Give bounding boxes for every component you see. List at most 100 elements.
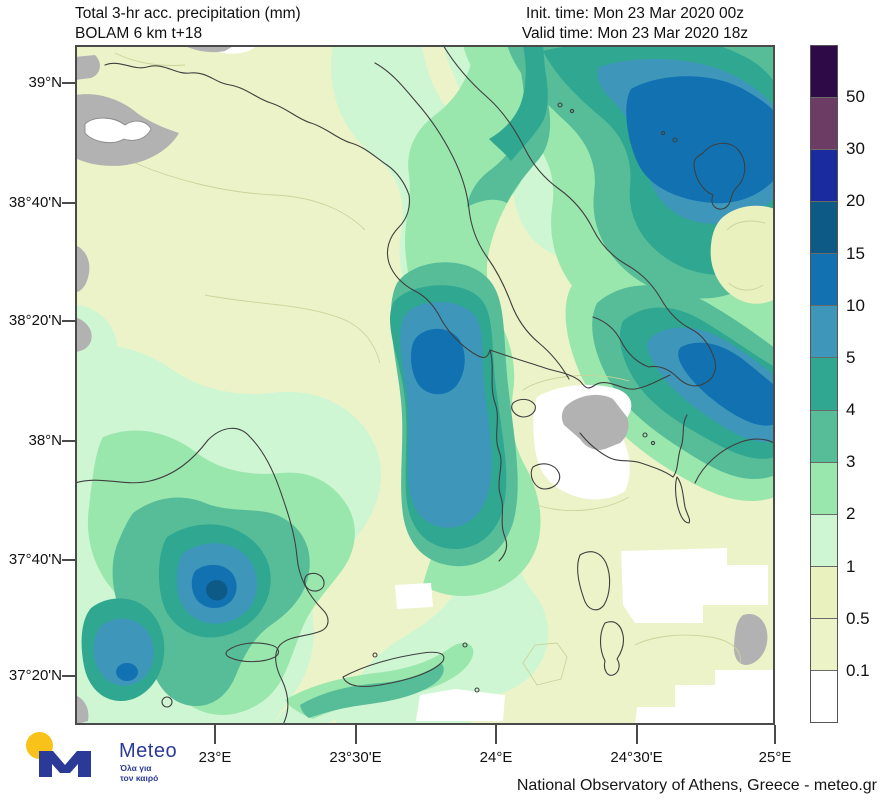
islet — [642, 432, 648, 438]
lon-tick-mark — [354, 725, 357, 744]
contour-region-4-5 — [489, 45, 548, 161]
lon-tick-label: 24°E — [479, 749, 513, 766]
colorbar-cell — [811, 97, 837, 150]
lat-tick-mark — [62, 202, 75, 204]
lat-tick-label: 38°40'N — [8, 194, 62, 211]
init-time-label: Init. time: Mon 23 Mar 2020 00z — [526, 5, 744, 22]
colorbar-tick-label: 15 — [846, 243, 865, 263]
nodata-island-syros — [733, 613, 768, 665]
colorbar-cell — [811, 149, 837, 202]
colorbar-cell — [811, 46, 837, 98]
contour-region-15-20 — [206, 579, 228, 601]
lat-tick-label: 37°20'N — [8, 667, 62, 684]
valid-time-label: Valid time: Mon 23 Mar 2020 18z — [521, 25, 749, 42]
colorbar-cell — [811, 513, 837, 566]
faint-contour — [204, 294, 381, 364]
islet — [462, 642, 468, 648]
island-kythnos — [599, 621, 625, 676]
coastline-evia-east — [442, 44, 717, 387]
lat-tick-label: 38°20'N — [8, 312, 62, 329]
contour-region-10-15 — [626, 76, 775, 204]
islet — [161, 696, 173, 708]
lon-tick-mark — [774, 725, 776, 744]
lon-tick-label: 25°E — [758, 749, 792, 766]
model-run-label: BOLAM 6 km t+18 — [75, 25, 203, 42]
colorbar-tick-label: 0.1 — [846, 660, 870, 680]
contour-region-5-10 — [93, 618, 154, 686]
islet — [372, 652, 378, 658]
island-skyros — [693, 142, 746, 210]
lat-tick-label: 39°N — [28, 74, 62, 91]
coastline-attica-south — [579, 414, 688, 478]
colorbar-cell — [811, 669, 837, 723]
colorbar-tick-label: 20 — [846, 191, 865, 211]
coastline-evia-west — [374, 62, 570, 380]
colorbar-cell — [811, 565, 837, 618]
logo-m-icon — [39, 751, 91, 777]
dry-area-east — [621, 548, 768, 623]
island-andros — [694, 438, 776, 484]
coastline-attica-north — [489, 349, 671, 390]
colorbar-cell — [811, 409, 837, 462]
map-title: Total 3-hr acc. precipitation (mm) — [75, 5, 301, 22]
nodata-strip-sw — [75, 695, 89, 725]
islet — [660, 130, 666, 136]
logo-wordmark: Meteo — [119, 740, 178, 762]
islet — [650, 440, 656, 446]
coastline-mainland — [104, 62, 491, 359]
run-time-block: Init. time: Mon 23 Mar 2020 00z Valid ti… — [455, 4, 815, 44]
island-makronisos — [674, 476, 691, 524]
map-title-block: Total 3-hr acc. precipitation (mm) BOLAM… — [75, 4, 301, 44]
coastline-argolis — [74, 427, 329, 726]
faint-contours — [114, 52, 766, 686]
nodata-patch-athens — [561, 394, 629, 450]
precipitation-colorbar — [810, 45, 838, 723]
colorbar-tick-label: 2 — [846, 504, 856, 524]
lon-tick-mark — [214, 725, 216, 744]
nodata-strip-west1 — [75, 245, 90, 293]
precipitation-map — [74, 44, 776, 726]
colorbar-tick-label: 50 — [846, 87, 865, 107]
colorbar-tick-label: 1 — [846, 556, 856, 576]
island-kea — [577, 551, 611, 611]
colorbar-tick-label: 0.5 — [846, 608, 870, 628]
lake-yliki — [84, 117, 152, 144]
lat-tick-label: 37°40'N — [8, 551, 62, 568]
colorbar-cell — [811, 305, 837, 358]
contour-region-3-4 — [300, 663, 444, 718]
island-poros — [304, 572, 325, 592]
logo-tagline-line2: τον καιρό — [120, 773, 159, 783]
faint-contour — [522, 642, 568, 686]
faint-contour — [728, 282, 764, 291]
colorbar-tick-label: 4 — [846, 400, 856, 420]
lat-tick-mark — [62, 675, 75, 677]
lat-tick-mark — [62, 320, 75, 322]
nodata-strip-west2 — [75, 317, 92, 352]
faint-contour — [634, 634, 741, 664]
islet — [569, 108, 575, 114]
coastline-attica-west — [489, 349, 508, 562]
map-frame — [75, 45, 775, 725]
colorbar-cell — [811, 253, 837, 306]
logo-tagline-line1: Όλα για — [120, 763, 152, 773]
faint-contour — [134, 162, 366, 231]
contour-region-10-15 — [116, 663, 138, 681]
lon-tick-label: 24°30'E — [610, 749, 663, 766]
coastlines — [74, 44, 776, 726]
islet — [557, 102, 563, 108]
island-band — [342, 651, 445, 687]
colorbar-tick-label: 3 — [846, 452, 856, 472]
colorbar-cell — [811, 617, 837, 670]
meteo-logo: Meteo Όλα για τον καιρό — [24, 729, 204, 789]
colorbar-cell — [811, 357, 837, 410]
islet — [672, 137, 678, 143]
dry-area-small — [395, 583, 433, 609]
lat-tick-mark — [62, 82, 75, 84]
colorbar-tick-label: 10 — [846, 295, 865, 315]
map-canvas — [74, 44, 776, 726]
lon-tick-mark — [635, 725, 638, 744]
contour-region-10-15 — [410, 328, 465, 395]
island-hydra — [225, 642, 280, 663]
nodata-patch-nw2 — [75, 55, 100, 80]
colorbar-cell — [811, 461, 837, 514]
